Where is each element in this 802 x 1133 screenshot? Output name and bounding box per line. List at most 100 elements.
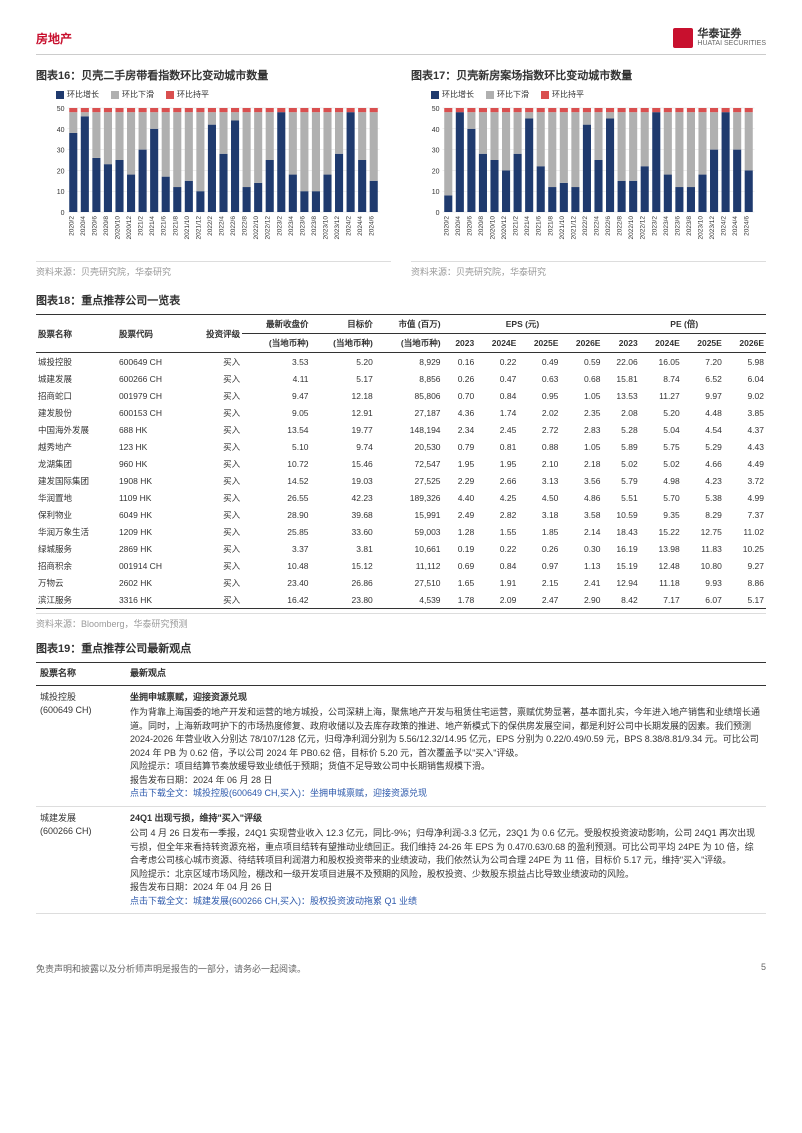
svg-text:2022/4: 2022/4 <box>594 216 601 236</box>
svg-text:2024/6: 2024/6 <box>369 216 376 236</box>
chart17: 图表17：贝壳新房案场指数环比变动城市数量 环比增长环比下滑环比持平 01020… <box>411 67 766 278</box>
svg-text:2023/2: 2023/2 <box>276 216 283 236</box>
svg-text:2024/6: 2024/6 <box>744 216 751 236</box>
category-label: 房地产 <box>36 30 72 47</box>
svg-text:2021/10: 2021/10 <box>559 216 566 240</box>
svg-text:50: 50 <box>57 106 65 113</box>
view-row: 城投控股(600649 CH)坐拥申城禀赋，迎接资源兑现作为背靠上海国委的地产开… <box>36 685 766 806</box>
table-row: 建发国际集团1908 HK买入14.5219.0327,5252.292.663… <box>36 472 766 489</box>
svg-text:0: 0 <box>436 210 440 217</box>
svg-text:2021/8: 2021/8 <box>547 216 554 236</box>
table19: 股票名称最新观点城投控股(600649 CH)坐拥申城禀赋，迎接资源兑现作为背靠… <box>36 662 766 914</box>
page-number: 5 <box>761 962 766 975</box>
svg-text:10: 10 <box>432 189 440 196</box>
svg-text:2020/4: 2020/4 <box>80 216 87 236</box>
logo-en: HUATAI SECURITIES <box>697 40 766 47</box>
table-row: 滨江服务3316 HK买入16.4223.804,5391.782.092.47… <box>36 591 766 609</box>
svg-text:2021/12: 2021/12 <box>570 216 577 240</box>
table-row: 龙湖集团960 HK买入10.7215.4672,5471.951.952.10… <box>36 455 766 472</box>
svg-text:2022/12: 2022/12 <box>640 216 647 240</box>
svg-text:2020/4: 2020/4 <box>455 216 462 236</box>
table18-title: 图表18：重点推荐公司一览表 <box>36 292 766 308</box>
svg-text:2022/12: 2022/12 <box>265 216 272 240</box>
svg-text:2022/10: 2022/10 <box>253 216 260 240</box>
svg-text:2020/10: 2020/10 <box>115 216 122 240</box>
table-row: 中国海外发展688 HK买入13.5419.77148,1942.342.452… <box>36 421 766 438</box>
disclaimer: 免责声明和披露以及分析师声明是报告的一部分，请务必一起阅读。 <box>36 962 306 975</box>
table-row: 保利物业6049 HK买入28.9039.6815,9912.492.823.1… <box>36 506 766 523</box>
chart16-source: 资料来源：贝壳研究院，华泰研究 <box>36 261 391 278</box>
svg-text:2020/8: 2020/8 <box>478 216 485 236</box>
svg-text:20: 20 <box>57 168 65 175</box>
svg-text:40: 40 <box>57 127 65 134</box>
svg-text:2021/2: 2021/2 <box>138 216 145 236</box>
table-row: 招商积余001914 CH买入10.4815.1211,1120.690.840… <box>36 557 766 574</box>
svg-text:2023/10: 2023/10 <box>323 216 330 240</box>
svg-text:40: 40 <box>432 127 440 134</box>
svg-text:2021/12: 2021/12 <box>195 216 202 240</box>
view-row: 城建发展(600266 CH)24Q1 出现亏损，维持"买入"评级公司 4 月 … <box>36 806 766 914</box>
svg-text:2024/4: 2024/4 <box>732 216 739 236</box>
table19-title: 图表19：重点推荐公司最新观点 <box>36 640 766 656</box>
chart17-source: 资料来源：贝壳研究院，华泰研究 <box>411 261 766 278</box>
svg-text:2020/2: 2020/2 <box>68 216 75 236</box>
svg-text:50: 50 <box>432 106 440 113</box>
svg-text:2023/4: 2023/4 <box>288 216 295 236</box>
svg-text:2021/2: 2021/2 <box>513 216 520 236</box>
svg-text:2022/8: 2022/8 <box>242 216 249 236</box>
chart16: 图表16：贝壳二手房带看指数环比变动城市数量 环比增长环比下滑环比持平 0102… <box>36 67 391 278</box>
svg-text:2020/2: 2020/2 <box>443 216 450 236</box>
svg-text:2023/12: 2023/12 <box>709 216 716 240</box>
svg-text:2020/10: 2020/10 <box>490 216 497 240</box>
svg-text:2022/2: 2022/2 <box>582 216 589 236</box>
svg-text:2020/6: 2020/6 <box>91 216 98 236</box>
logo-icon <box>673 28 693 48</box>
table18-source: 资料来源：Bloomberg，华泰研究预测 <box>36 613 766 630</box>
svg-text:2021/4: 2021/4 <box>149 216 156 236</box>
table-row: 招商蛇口001979 CH买入9.4712.1885,8060.700.840.… <box>36 387 766 404</box>
table-row: 城投控股600649 CH买入3.535.208,9290.160.220.49… <box>36 353 766 371</box>
svg-text:2020/6: 2020/6 <box>466 216 473 236</box>
chart17-title: 图表17：贝壳新房案场指数环比变动城市数量 <box>411 67 766 83</box>
svg-text:2022/10: 2022/10 <box>628 216 635 240</box>
chart-row: 图表16：贝壳二手房带看指数环比变动城市数量 环比增长环比下滑环比持平 0102… <box>36 67 766 278</box>
svg-text:2024/2: 2024/2 <box>346 216 353 236</box>
page-header: 房地产 华泰证券 HUATAI SECURITIES <box>36 28 766 55</box>
logo-cn: 华泰证券 <box>697 29 766 40</box>
chart16-title: 图表16：贝壳二手房带看指数环比变动城市数量 <box>36 67 391 83</box>
svg-text:2023/10: 2023/10 <box>698 216 705 240</box>
svg-text:2021/6: 2021/6 <box>161 216 168 236</box>
chart16-svg: 010203040502020/22020/42020/62020/82020/… <box>36 104 391 254</box>
table-row: 华润置地1109 HK买入26.5542.23189,3264.404.254.… <box>36 489 766 506</box>
table-row: 越秀地产123 HK买入5.109.7420,5300.790.810.881.… <box>36 438 766 455</box>
chart17-svg: 010203040502020/22020/42020/62020/82020/… <box>411 104 766 254</box>
svg-text:2022/6: 2022/6 <box>605 216 612 236</box>
download-link[interactable]: 点击下载全文：城投控股(600649 CH,买入)：坐拥申城禀赋，迎接资源兑现 <box>130 787 762 801</box>
logo: 华泰证券 HUATAI SECURITIES <box>673 28 766 48</box>
svg-text:2021/8: 2021/8 <box>172 216 179 236</box>
svg-text:2022/8: 2022/8 <box>617 216 624 236</box>
svg-text:2020/12: 2020/12 <box>501 216 508 240</box>
svg-text:2024/2: 2024/2 <box>721 216 728 236</box>
svg-text:2021/4: 2021/4 <box>524 216 531 236</box>
svg-text:2021/10: 2021/10 <box>184 216 191 240</box>
svg-text:0: 0 <box>61 210 65 217</box>
table-row: 华润万象生活1209 HK买入25.8533.6059,0031.281.551… <box>36 523 766 540</box>
table-row: 建发股份600153 CH买入9.0512.9127,1874.361.742.… <box>36 404 766 421</box>
table-row: 万物云2602 HK买入23.4026.8627,5101.651.912.15… <box>36 574 766 591</box>
svg-text:2022/6: 2022/6 <box>230 216 237 236</box>
table-row: 城建发展600266 CH买入4.115.178,8560.260.470.63… <box>36 370 766 387</box>
svg-text:2024/4: 2024/4 <box>357 216 364 236</box>
svg-text:2023/6: 2023/6 <box>674 216 681 236</box>
svg-text:10: 10 <box>57 189 65 196</box>
svg-text:2023/6: 2023/6 <box>299 216 306 236</box>
svg-text:2022/2: 2022/2 <box>207 216 214 236</box>
svg-text:2023/2: 2023/2 <box>651 216 658 236</box>
svg-text:2023/12: 2023/12 <box>334 216 341 240</box>
svg-text:2020/8: 2020/8 <box>103 216 110 236</box>
download-link[interactable]: 点击下载全文：城建发展(600266 CH,买入)：股权投资波动拖累 Q1 业绩 <box>130 895 762 909</box>
table18: 股票名称股票代码投资评级最新收盘价目标价市值 (百万)EPS (元)PE (倍)… <box>36 314 766 609</box>
svg-text:20: 20 <box>432 168 440 175</box>
table-row: 绿城服务2869 HK买入3.373.8110,6610.190.220.260… <box>36 540 766 557</box>
svg-text:2021/6: 2021/6 <box>536 216 543 236</box>
